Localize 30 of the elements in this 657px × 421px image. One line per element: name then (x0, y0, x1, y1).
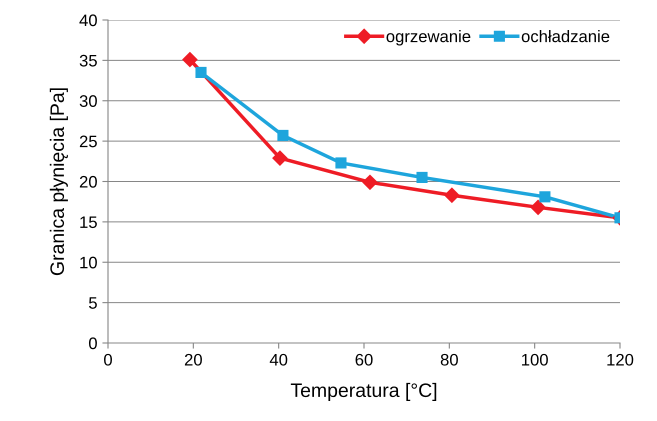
y-axis-title: Granica płynięcia [Pa] (50, 88, 68, 276)
y-tick-label: 5 (88, 297, 97, 309)
y-tick-label: 35 (80, 54, 97, 67)
y-tick-label: 10 (80, 256, 97, 268)
y-tick-label: 0 (88, 337, 97, 350)
point (195, 66, 207, 78)
x-tick-label: 80 (440, 354, 458, 366)
x-axis-title: Temperatura [°C] (290, 382, 436, 401)
legend-label: ogrzewanie (386, 30, 470, 46)
point (272, 150, 288, 166)
y-tick-label: 40 (79, 14, 97, 26)
x-tick-label: 20 (184, 354, 202, 366)
point (362, 174, 378, 190)
point (539, 191, 550, 202)
y-tick-label: 20 (80, 176, 97, 188)
x-tick-label: 40 (270, 354, 288, 366)
y-tick-label: 30 (80, 95, 97, 107)
point (530, 200, 546, 215)
x-tick-label: 0 (104, 354, 112, 366)
point (416, 172, 428, 184)
y-tick-label: 15 (80, 216, 97, 228)
x-tick-label: 60 (356, 354, 373, 366)
point (335, 157, 347, 168)
legend-label: ochładzanie (522, 30, 610, 42)
point (277, 130, 288, 142)
x-tick-label: 100 (522, 354, 548, 366)
x-tick-label: 120 (607, 354, 634, 366)
y-tick-label: 25 (80, 136, 97, 148)
point (444, 188, 460, 203)
point (182, 52, 198, 68)
